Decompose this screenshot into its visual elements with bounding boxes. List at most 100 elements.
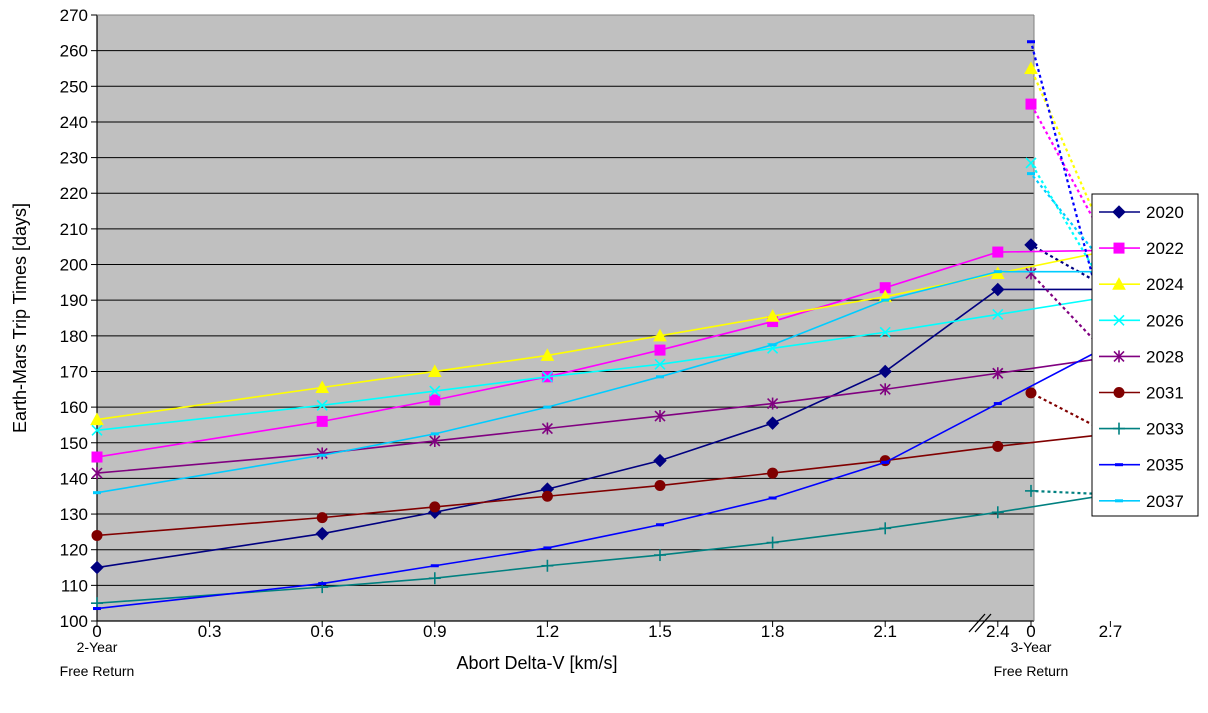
point-2031-1 [316, 512, 328, 524]
y-tick-label-190: 190 [60, 291, 88, 310]
point-2033-7 [991, 506, 1004, 519]
y-tick-labels: 100 110 120 130 140 150 160 170 180 190 200 210 220 2… [60, 6, 88, 631]
legend-label-2022: 2022 [1146, 239, 1184, 258]
y-tick-label-200: 200 [60, 256, 88, 275]
y-tick-label-230: 230 [60, 149, 88, 168]
point-2033-6 [879, 522, 892, 535]
point-2031-free-return [1025, 387, 1037, 399]
legend-items: 2020 2022 2024 2026 2028 2031 2033 2035 2037 [1099, 203, 1184, 511]
point-2037-2 [430, 432, 439, 436]
y-tick-label-130: 130 [60, 505, 88, 524]
point-2022-free-return [1025, 98, 1037, 110]
point-2033-5 [766, 536, 779, 549]
x-tick-label-0: 0 [92, 622, 101, 641]
point-2026-6 [879, 326, 891, 338]
legend-label-2031: 2031 [1146, 384, 1184, 403]
legend-item-2020: 2020 [1099, 203, 1184, 222]
y-tick-label-210: 210 [60, 220, 88, 239]
x-sub-label-right-1: 3-Year [1011, 639, 1052, 655]
axes [96, 14, 1035, 622]
point-2028-1 [316, 447, 328, 460]
x-tick-label-2: 0.6 [310, 622, 334, 641]
y-tick-label-100: 100 [60, 612, 88, 631]
point-2035-2 [430, 564, 439, 568]
point-2020-5 [765, 416, 780, 430]
point-2022-0 [91, 451, 103, 463]
y-tick-label-250: 250 [60, 77, 88, 96]
x-tick-label-6: 1.8 [761, 622, 785, 641]
axis-break-marker [968, 613, 992, 633]
point-2024-0 [90, 412, 104, 426]
legend-label-2020: 2020 [1146, 203, 1184, 222]
point-2037-1 [318, 453, 327, 457]
legend-item-2037: 2037 [1099, 492, 1184, 511]
point-2020-4 [653, 453, 667, 468]
point-2022-2 [429, 394, 441, 406]
legend-label-2035: 2035 [1146, 456, 1184, 475]
point-2037-0 [93, 491, 101, 495]
y-axis-title: Earth-Mars Trip Times [days] [10, 203, 30, 433]
y-tick-label-220: 220 [60, 184, 88, 203]
x-tick-label-10: 0 [1026, 622, 1035, 641]
point-2020-1 [315, 526, 329, 541]
x-tick-label-1: 0.3 [198, 622, 222, 641]
legend-label-2028: 2028 [1146, 347, 1184, 366]
x-tick-label-8: 2.4 [986, 622, 1010, 641]
point-2033-free-return [1025, 484, 1037, 497]
point-2035-0 [93, 607, 101, 611]
point-2035-5 [768, 496, 777, 500]
point-2022-7 [992, 246, 1004, 258]
point-2031-7 [992, 440, 1004, 452]
point-2024-3 [540, 348, 555, 361]
point-2028-7 [992, 367, 1004, 380]
point-2035-1 [318, 582, 327, 586]
point-2033-2 [428, 572, 441, 585]
point-2031-4 [654, 480, 666, 492]
y-tick-label-120: 120 [60, 541, 88, 560]
point-2020-0 [90, 560, 104, 575]
point-2028-0 [91, 467, 103, 480]
point-2020-7 [991, 282, 1005, 297]
y-tick-label-260: 260 [60, 42, 88, 61]
legend-label-2024: 2024 [1146, 275, 1184, 294]
legend-item-2026: 2026 [1099, 311, 1184, 330]
x-tick-labels: 0 0.3 0.6 0.9 1.2 1.5 1.8 2.1 2.4 2.7 0 [92, 621, 1122, 641]
y-tick-label-150: 150 [60, 434, 88, 453]
point-2037-3 [543, 405, 552, 409]
point-2035-3 [543, 546, 552, 550]
point-2035-4 [656, 523, 664, 527]
point-2037-7 [993, 270, 1002, 274]
point-2037-4 [656, 375, 664, 379]
legend: 2020 2022 2024 2026 2028 2031 2033 2035 2037 [1091, 193, 1199, 517]
point-2028-2 [429, 434, 441, 447]
point-2026-free-return [1025, 157, 1037, 169]
point-2024-4 [653, 328, 667, 342]
point-2022-1 [316, 415, 328, 427]
x-tick-label-9: 2.7 [1099, 622, 1123, 641]
point-2022-4 [654, 344, 666, 356]
point-2024-5 [765, 309, 780, 322]
plot-area [97, 15, 1034, 621]
y-tick-label-170: 170 [60, 362, 88, 381]
x-sub-label-right-2: Free Return [994, 663, 1069, 679]
legend-marker-2033 [1113, 422, 1125, 435]
point-2037-free-return [1027, 172, 1035, 176]
x-sub-label-left-1: 2-Year [77, 639, 118, 655]
point-2026-7 [992, 308, 1004, 321]
point-2026-4 [654, 358, 666, 370]
y-tick-label-140: 140 [60, 469, 88, 488]
point-2024-free-return [1024, 61, 1038, 74]
y-tick-label-180: 180 [60, 327, 88, 346]
point-2033-4 [654, 549, 666, 562]
point-2031-5 [767, 467, 779, 479]
series-free-return-link-2035 [1029, 41, 1112, 346]
legend-marker-2020 [1112, 205, 1126, 219]
legend-marker-2035 [1115, 463, 1123, 467]
y-tick-label-110: 110 [61, 576, 88, 595]
legend-marker-2026 [1113, 314, 1125, 326]
x-tick-label-4: 1.2 [536, 622, 560, 641]
point-2026-0 [91, 424, 103, 436]
legend-item-2028: 2028 [1099, 347, 1184, 366]
point-2028-4 [654, 410, 666, 423]
